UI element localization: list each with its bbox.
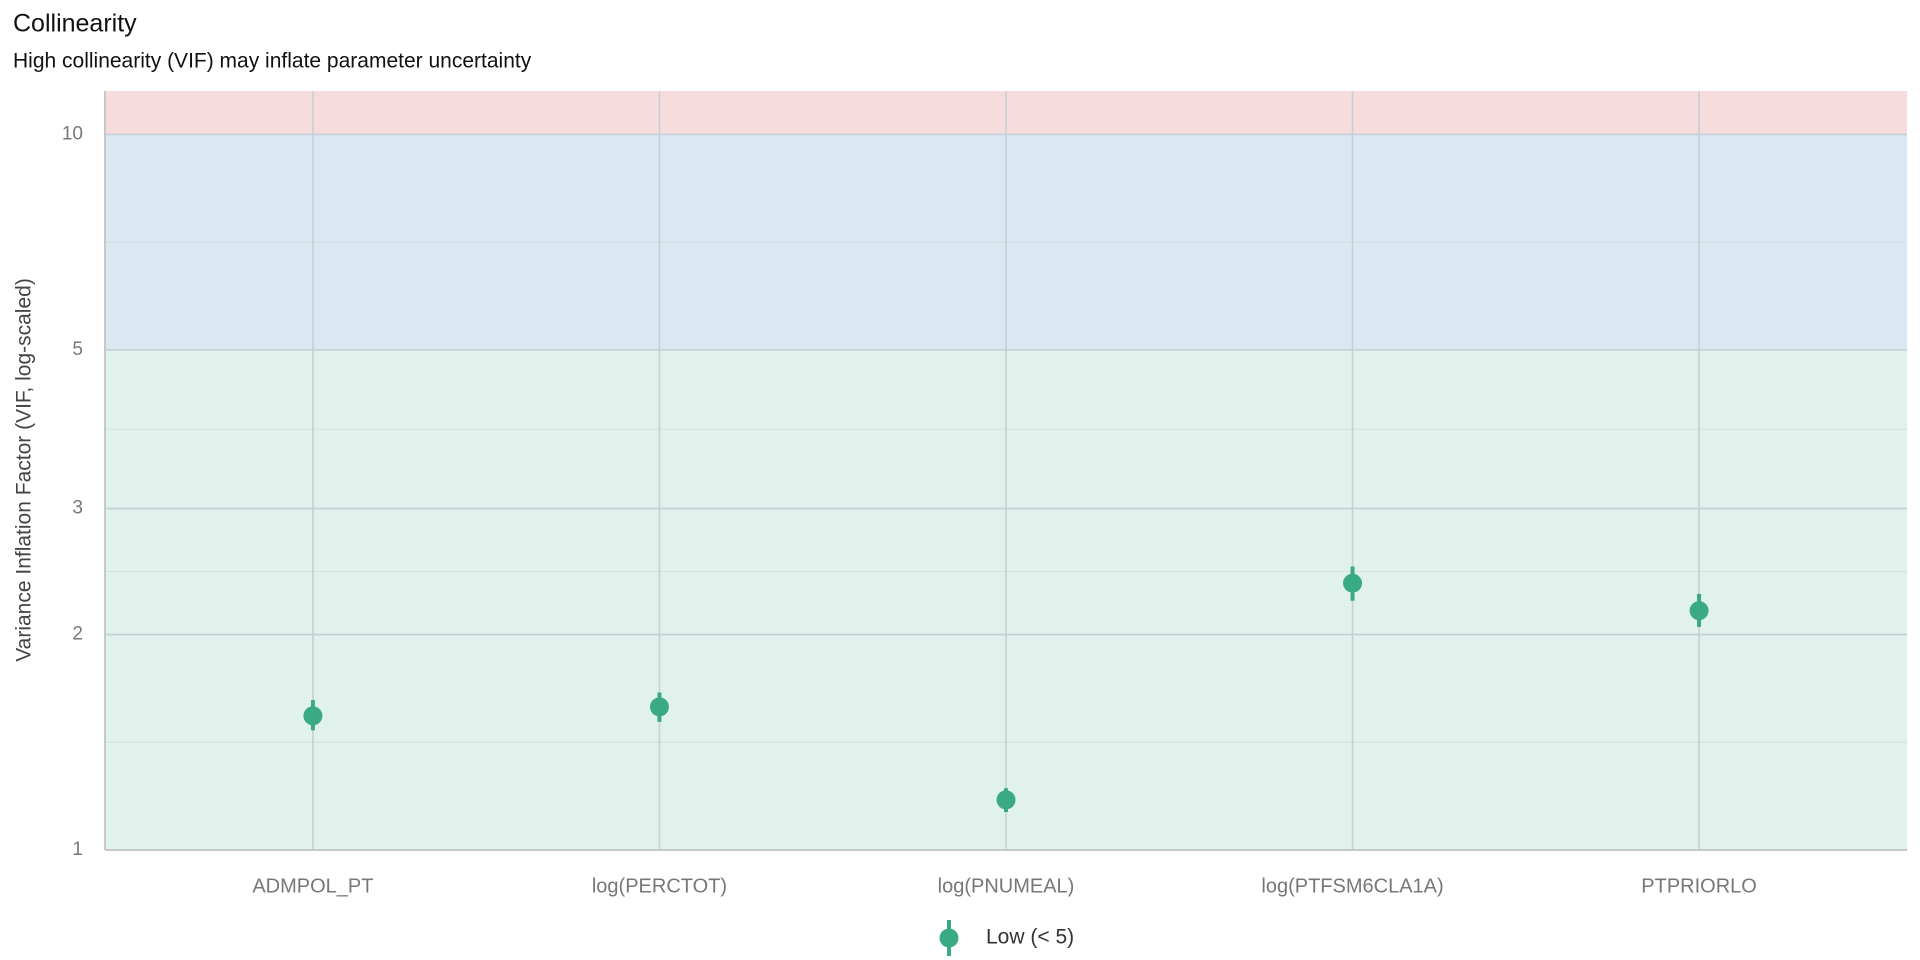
point — [303, 706, 323, 726]
x-tick-label: ADMPOL_PT — [252, 875, 373, 897]
y-tick-label: 5 — [72, 339, 83, 360]
y-axis-title: Variance Inflation Factor (VIF, log-scal… — [13, 278, 36, 662]
chart-title: Collinearity — [13, 10, 137, 38]
point — [649, 697, 669, 717]
legend-key — [939, 928, 959, 948]
x-tick-label: log(PERCTOT) — [592, 875, 727, 897]
point — [996, 790, 1016, 810]
x-tick-label: log(PNUMEAL) — [938, 875, 1075, 897]
x-tick-label: log(PTFSM6CLA1A) — [1261, 875, 1443, 897]
y-tick-label: 1 — [72, 839, 83, 860]
legend-label: Low (< 5) — [986, 926, 1074, 949]
point — [1689, 601, 1709, 621]
point — [1343, 573, 1363, 593]
y-tick-label: 2 — [72, 624, 83, 645]
x-tick-label: PTPRIORLO — [1641, 875, 1757, 897]
y-tick-label: 10 — [62, 123, 83, 144]
y-tick-label: 3 — [72, 498, 83, 519]
chart-subtitle: High collinearity (VIF) may inflate para… — [13, 50, 532, 73]
